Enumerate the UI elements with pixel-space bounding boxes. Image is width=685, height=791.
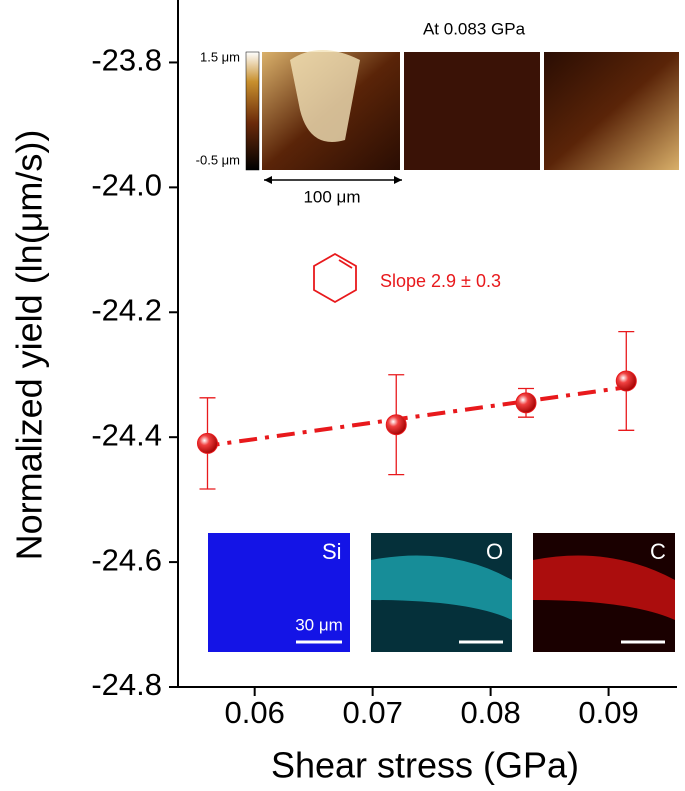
y-axis-label: Normalized yield (ln(μm/s)) bbox=[9, 130, 50, 561]
y-tick-label: -24.2 bbox=[91, 292, 162, 327]
afm-scale: 100 μm bbox=[303, 187, 360, 206]
si-label: Si bbox=[322, 539, 342, 564]
molecule bbox=[313, 252, 357, 304]
data-point bbox=[515, 392, 537, 414]
fit-line bbox=[201, 385, 627, 449]
x-tick-label: 0.06 bbox=[225, 695, 285, 730]
data-point bbox=[615, 370, 637, 392]
data-point bbox=[385, 414, 407, 436]
afm-inset: At 0.083 GPa 1.5 μm -0.5 μm 100 μm bbox=[196, 19, 679, 206]
y-tick-label: -24.6 bbox=[91, 542, 162, 577]
eds-scale: 30 μm bbox=[295, 615, 343, 634]
x-tick-label: 0.07 bbox=[342, 695, 402, 730]
y-tick-label: -24.8 bbox=[91, 667, 162, 702]
data-point bbox=[196, 432, 218, 454]
scale-min: -0.5 μm bbox=[196, 152, 240, 167]
x-tick-label: 0.09 bbox=[578, 695, 638, 730]
o-label: O bbox=[486, 539, 503, 564]
c-label: C bbox=[650, 539, 666, 564]
y-tick-label: -23.8 bbox=[91, 43, 162, 78]
y-tick-label: -24.4 bbox=[91, 417, 162, 452]
y-tick-label: -24.0 bbox=[91, 168, 162, 203]
x-axis-label: Shear stress (GPa) bbox=[271, 745, 579, 786]
eds-inset: Si O C 30 μm bbox=[208, 533, 675, 652]
slope-label: Slope 2.9 ± 0.3 bbox=[380, 271, 501, 291]
afm-title: At 0.083 GPa bbox=[423, 19, 526, 38]
scale-max: 1.5 μm bbox=[200, 49, 240, 64]
x-tick-label: 0.08 bbox=[460, 695, 520, 730]
